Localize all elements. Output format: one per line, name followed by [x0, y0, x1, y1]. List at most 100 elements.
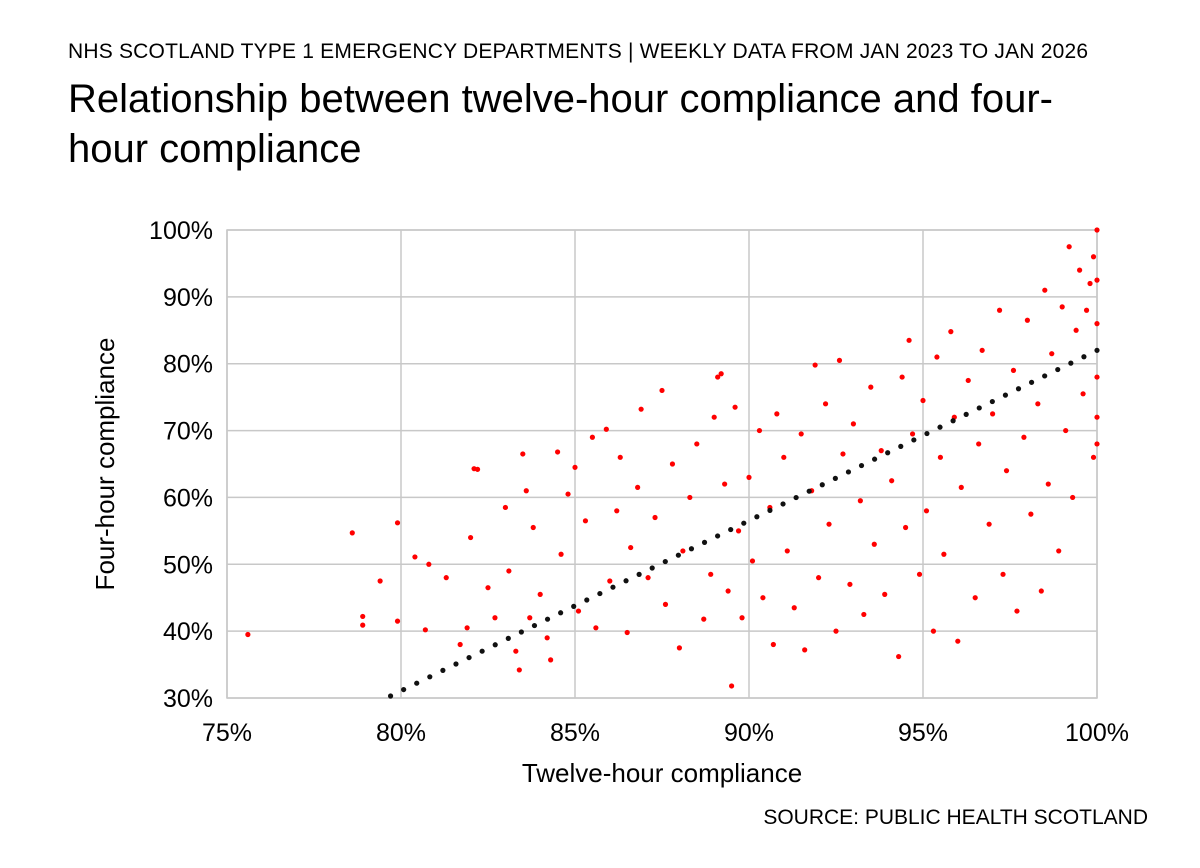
x-tick-label: 90%	[724, 719, 774, 747]
scatter-point	[1021, 434, 1027, 440]
scatter-point	[896, 653, 902, 660]
scatter-point	[1010, 367, 1017, 373]
scatter-point	[1003, 468, 1010, 474]
trendline-dot	[688, 546, 695, 552]
trendline-dot	[741, 520, 747, 526]
scatter-point	[1038, 588, 1044, 594]
y-tick-label: 80%	[163, 351, 213, 379]
scatter-point	[659, 387, 665, 394]
trendline-dot	[1002, 392, 1009, 398]
scatter-point	[1059, 304, 1065, 310]
scatter-point	[889, 478, 895, 484]
trendline-dot	[440, 667, 446, 673]
y-tick-label: 90%	[163, 284, 213, 312]
scatter-point	[1035, 401, 1041, 407]
trendline-dot	[675, 552, 681, 558]
trendline-dot	[505, 635, 511, 641]
trendline-dot	[728, 526, 734, 533]
scatter-point	[537, 591, 543, 597]
scatter-point	[520, 451, 526, 457]
scatter-point	[840, 451, 846, 457]
trendline-dot	[531, 622, 538, 629]
scatter-point	[516, 667, 522, 673]
scatter-point	[485, 585, 491, 591]
scatter-point	[426, 561, 432, 567]
trendline-dot	[1068, 360, 1074, 366]
trendline-dot	[819, 482, 825, 488]
scatter-point	[377, 578, 383, 584]
trendline-dot	[885, 450, 891, 456]
trendline-dot	[649, 565, 655, 571]
trendline-dot	[1028, 379, 1035, 385]
trendline-dot	[636, 571, 642, 577]
scatter-point	[422, 627, 428, 633]
scatter-point	[394, 618, 401, 624]
scatter-point	[1070, 494, 1076, 501]
x-axis-ticks: 75% 80% 85% 90% 95% 100%	[202, 719, 1129, 747]
scatter-point	[589, 434, 596, 440]
trendline-dot	[937, 424, 943, 430]
scatter-point	[523, 488, 529, 494]
scatter-point	[965, 377, 971, 384]
trendline-dot	[963, 411, 969, 417]
scatter-point	[729, 683, 735, 689]
scatter-point	[798, 431, 804, 437]
scatter-point	[871, 541, 877, 547]
scatter-point	[735, 528, 742, 534]
scatter-point	[791, 605, 797, 611]
trendline-dot	[1015, 386, 1022, 392]
trendline-dot	[806, 488, 812, 494]
source-note: SOURCE: PUBLIC HEALTH SCOTLAND	[763, 806, 1148, 829]
scatter-point	[1056, 548, 1062, 554]
scatter-point	[868, 384, 874, 390]
scatter-point	[492, 615, 498, 621]
x-tick-label: 80%	[376, 719, 426, 747]
scatter-point	[760, 595, 766, 601]
trendline-dot	[427, 674, 433, 680]
scatter-point	[1090, 254, 1097, 260]
scatter-point	[676, 645, 683, 651]
scatter-point	[725, 588, 731, 594]
x-tick-label: 75%	[202, 719, 252, 747]
scatter-point	[986, 521, 992, 527]
scatter-point	[1094, 441, 1100, 447]
scatter-point	[635, 484, 641, 490]
scatter-point	[544, 635, 550, 641]
scatter-point	[972, 595, 978, 601]
scatter-point	[1028, 511, 1034, 517]
scatter-point	[1014, 608, 1020, 614]
scatter-point	[836, 357, 843, 363]
trendline-dot	[976, 405, 982, 411]
x-tick-label: 95%	[898, 719, 948, 747]
scatter-point	[937, 454, 944, 460]
trendline-dot	[832, 475, 838, 481]
scatter-point	[548, 657, 554, 663]
scatter-point	[645, 575, 651, 581]
scatter-point	[948, 329, 954, 335]
scatter-point	[680, 548, 686, 554]
scatter-point	[1094, 227, 1100, 233]
trendline-dot	[1094, 347, 1100, 353]
scatter-point	[739, 615, 745, 621]
scatter-point	[847, 581, 853, 587]
y-tick-label: 100%	[149, 217, 213, 245]
scatter-point	[990, 411, 996, 417]
scatter-point	[349, 530, 355, 536]
trendline-dot	[414, 680, 420, 686]
scatter-point	[802, 647, 808, 653]
trendline-dot	[754, 514, 760, 520]
scatter-point	[1063, 427, 1069, 434]
trendline-dot	[571, 603, 577, 609]
trendline	[387, 347, 1100, 699]
scatter-point	[565, 491, 571, 497]
scatter-point	[1066, 244, 1072, 250]
scatter-point	[506, 568, 512, 574]
scatter-point	[711, 414, 717, 420]
trendline-dot	[858, 462, 865, 469]
scatter-point	[628, 544, 634, 551]
scatter-point	[1094, 374, 1100, 380]
scatter-point	[756, 427, 763, 434]
scatter-point	[955, 638, 961, 644]
trendline-dot	[558, 610, 564, 616]
